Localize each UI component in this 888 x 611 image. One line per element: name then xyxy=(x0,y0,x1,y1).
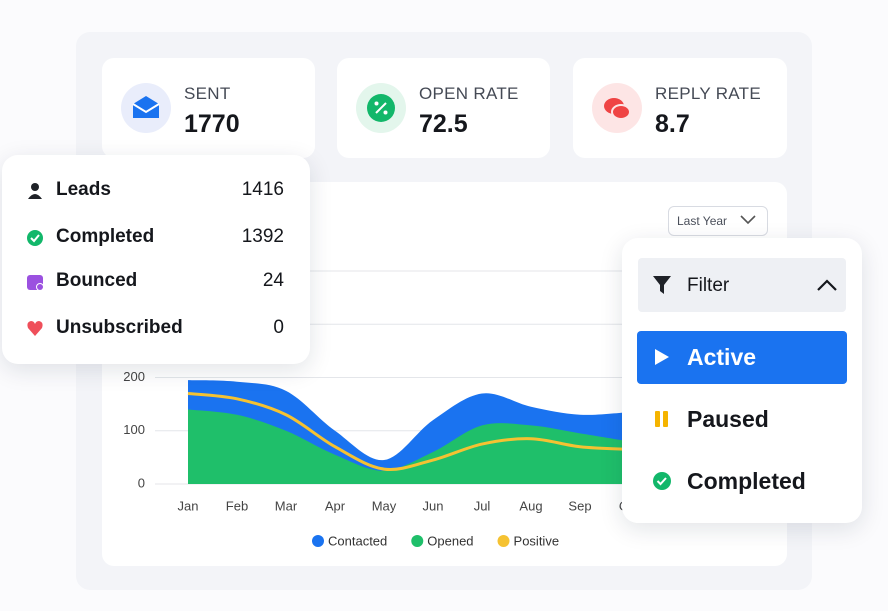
stat-icon xyxy=(356,83,406,133)
lead-value: 1392 xyxy=(241,226,284,247)
legend-swatch xyxy=(497,535,510,547)
x-tick-label: Apr xyxy=(325,498,346,513)
x-tick-label: Feb xyxy=(226,498,248,513)
filter-popup: Filter Active Paused Completed xyxy=(622,238,862,523)
stat-value: 72.5 xyxy=(419,110,468,138)
legend-label: Opened xyxy=(427,533,473,548)
lead-label: Leads xyxy=(56,179,111,200)
option-icon xyxy=(653,472,671,490)
lead-value: 1416 xyxy=(241,179,284,200)
x-tick-label: Jun xyxy=(423,498,444,513)
range-select[interactable]: Last Year xyxy=(668,206,768,236)
leads-popup: Leads 1416 Completed 1392 Bounced 24 Unsubs… xyxy=(2,155,310,364)
x-tick-label: Aug xyxy=(519,498,542,513)
x-tick-label: Jan xyxy=(178,498,199,513)
y-tick-label: 100 xyxy=(123,422,145,437)
stat-card: OPEN RATE 72.5 xyxy=(337,58,550,158)
stat-icon xyxy=(121,83,171,133)
stat-label: SENT xyxy=(184,84,231,103)
y-tick-label: 200 xyxy=(123,369,145,384)
stat-icon xyxy=(592,83,642,133)
lead-row: Unsubscribed 0 xyxy=(26,314,284,344)
lead-value: 0 xyxy=(273,317,284,338)
x-tick-label: May xyxy=(372,498,397,513)
lead-icon xyxy=(27,275,44,291)
legend-label: Contacted xyxy=(328,533,387,548)
lead-row: Completed 1392 xyxy=(26,223,284,253)
area xyxy=(188,409,629,484)
option-label: Paused xyxy=(687,406,769,432)
stat-card: SENT 1770 xyxy=(102,58,315,158)
option-icon xyxy=(655,349,669,365)
option-icon xyxy=(655,411,668,427)
y-tick-label: 0 xyxy=(138,475,145,490)
filter-title: Filter xyxy=(687,275,730,296)
legend-swatch xyxy=(411,535,424,547)
filter-option[interactable]: Active xyxy=(637,331,847,384)
x-tick-label: Sep xyxy=(568,498,591,513)
stat-card: REPLY RATE 8.7 xyxy=(573,58,787,158)
lead-icon xyxy=(28,183,42,199)
line xyxy=(187,391,630,472)
filter-option[interactable]: Completed xyxy=(637,455,847,508)
lead-icon xyxy=(27,230,43,246)
caret xyxy=(817,279,837,291)
range-select-text: Last Year xyxy=(677,214,728,228)
chevron xyxy=(740,215,756,225)
legend-swatch xyxy=(312,535,324,547)
filter-icon xyxy=(653,276,671,294)
lead-label: Unsubscribed xyxy=(56,317,183,338)
lead-label: Bounced xyxy=(56,270,138,291)
lead-row: Bounced 24 xyxy=(26,267,284,297)
stat-value: 8.7 xyxy=(655,110,690,138)
stat-label: REPLY RATE xyxy=(655,84,761,103)
x-tick-label: Mar xyxy=(275,498,298,513)
lead-icon xyxy=(27,321,43,336)
stat-value: 1770 xyxy=(184,110,240,138)
x-tick-label: Jul xyxy=(474,498,491,513)
legend-label: Positive xyxy=(514,533,560,548)
option-label: Completed xyxy=(687,468,806,494)
filter-option[interactable]: Paused xyxy=(637,393,847,446)
lead-row: Leads 1416 xyxy=(26,176,284,206)
lead-value: 24 xyxy=(262,270,284,291)
stat-label: OPEN RATE xyxy=(419,84,519,103)
lead-label: Completed xyxy=(56,226,155,247)
filter-header[interactable]: Filter xyxy=(638,258,846,312)
option-label: Active xyxy=(687,344,757,370)
